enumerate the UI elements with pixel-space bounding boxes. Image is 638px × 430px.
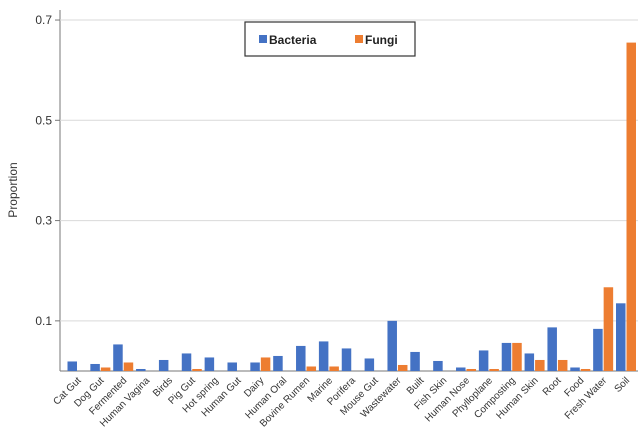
bar-bacteria-fish-skin xyxy=(433,360,443,371)
x-tick-label: Soil xyxy=(613,375,633,395)
bar-bacteria-pig-gut xyxy=(181,353,192,371)
bar-bacteria-fresh-water xyxy=(593,328,603,371)
grid-lines xyxy=(60,19,638,322)
bar-fungi-soil xyxy=(626,42,636,372)
bar-bacteria-human-nose xyxy=(456,367,466,371)
legend-label-fungi: Fungi xyxy=(365,33,398,47)
bar-bacteria-phylloplane xyxy=(478,350,489,371)
bar-bacteria-food xyxy=(570,367,580,371)
bar-fungi-human-nose xyxy=(466,368,477,371)
y-tick-label: 0.7 xyxy=(35,13,52,27)
bar-bacteria-dairy xyxy=(250,362,260,371)
bar-bacteria-human-skin xyxy=(524,353,535,371)
bar-fungi-phylloplane xyxy=(489,368,499,371)
bar-bacteria-hot-spring xyxy=(204,357,215,371)
bar-bacteria-porifera xyxy=(341,348,352,371)
bar-fungi-food xyxy=(580,368,591,371)
y-tick-label: 0.1 xyxy=(35,314,52,328)
bar-bacteria-mouse-gut xyxy=(364,358,375,371)
bar-bacteria-cat-gut xyxy=(67,361,77,371)
bar-bacteria-human-oral xyxy=(273,355,283,371)
bar-fungi-dog-gut xyxy=(100,367,111,371)
legend-box xyxy=(244,21,416,57)
bar-bacteria-marine xyxy=(318,341,329,371)
bar-fungi-wastewater xyxy=(397,364,408,371)
y-tick-labels: 0.1 0.3 0.5 0.7 xyxy=(35,13,60,328)
bar-bacteria-fermented xyxy=(113,344,123,371)
bar-fungi-dairy xyxy=(260,357,271,371)
bar-bacteria-composting xyxy=(501,342,512,371)
bar-fungi-fresh-water xyxy=(603,287,614,371)
bar-bacteria-soil xyxy=(616,303,626,371)
bar-bacteria-human-vagina xyxy=(136,368,146,371)
bar-fungi-human-skin xyxy=(535,359,545,371)
bar-bacteria-human-gut xyxy=(227,362,237,371)
y-tick-label: 0.3 xyxy=(35,214,52,228)
legend-swatch-bacteria xyxy=(259,35,267,43)
legend-label-bacteria: Bacteria xyxy=(269,33,317,47)
bar-fungi-composting xyxy=(512,342,522,371)
bar-bacteria-birds xyxy=(158,359,169,371)
bar-fungi-pig-gut xyxy=(192,368,202,371)
bar-bacteria-dog-gut xyxy=(90,363,100,371)
bar-bacteria-wastewater xyxy=(387,320,397,371)
y-axis-label: Proportion xyxy=(6,162,20,217)
bar-fungi-bovine-rumen xyxy=(306,366,317,371)
bar-bacteria-built xyxy=(410,351,420,371)
x-tick-label: Root xyxy=(541,375,564,398)
y-tick-label: 0.5 xyxy=(35,113,52,127)
bar-fungi-root xyxy=(557,359,568,371)
legend-swatch-fungi xyxy=(355,35,363,43)
bar-bacteria-root xyxy=(547,327,557,371)
bar-fungi-fermented xyxy=(123,362,134,371)
legend: Bacteria Fungi xyxy=(244,21,416,57)
bar-fungi-marine xyxy=(329,366,339,371)
bars xyxy=(67,42,636,372)
bar-bacteria-bovine-rumen xyxy=(296,345,306,371)
